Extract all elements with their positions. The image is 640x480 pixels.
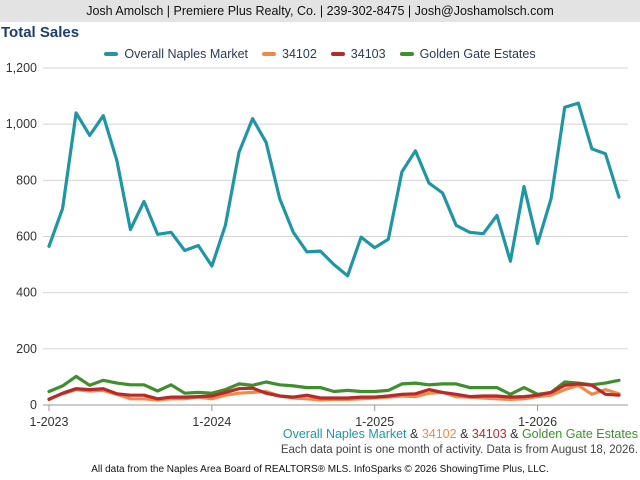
caption-34103: 34103 — [471, 427, 507, 441]
legend-label-34102: 34102 — [282, 47, 317, 61]
y-tick-label: 0 — [30, 398, 37, 412]
series-caption: Overall Naples Market & 34102 & 34103 & … — [283, 427, 638, 441]
x-tick-label: 1-2023 — [30, 415, 69, 429]
source-footer: All data from the Naples Area Board of R… — [91, 464, 549, 475]
legend-label-34103: 34103 — [350, 47, 386, 61]
legend-swatch-34102 — [262, 52, 277, 56]
x-tick-label: 1-2025 — [355, 415, 394, 429]
series-line-34103 — [47, 382, 621, 401]
legend-label-golden-gate: Golden Gate Estates — [419, 47, 536, 61]
caption-golden-gate: Golden Gate Estates — [521, 427, 638, 441]
caption-34102: 34102 — [421, 427, 457, 441]
legend-swatch-golden-gate — [399, 52, 414, 56]
legend-label-overall: Overall Naples Market — [124, 47, 249, 61]
y-tick-label: 400 — [16, 286, 37, 300]
y-tick-label: 600 — [16, 230, 37, 244]
contact-header: Josh Amolsch | Premiere Plus Realty, Co.… — [0, 0, 640, 22]
series-line-golden-gate-estates — [47, 374, 621, 396]
legend-item-34103[interactable]: 34103 — [330, 47, 386, 61]
caption-amp: & — [506, 427, 522, 441]
legend-swatch-34103 — [330, 52, 345, 56]
series-line-overall-naples-market — [47, 101, 621, 278]
caption-overall: Overall Naples Market — [282, 427, 407, 441]
x-tick-label: 1-2024 — [192, 415, 231, 429]
x-tick-label: 1-2026 — [518, 415, 557, 429]
chart-title: Total Sales — [1, 24, 80, 41]
legend-item-34102[interactable]: 34102 — [262, 47, 317, 61]
caption-amp: & — [456, 427, 472, 441]
y-tick-label: 200 — [16, 342, 37, 356]
y-tick-label: 1,200 — [6, 61, 37, 75]
chart-legend: Overall Naples Market 34102 34103 Golden… — [0, 45, 640, 63]
legend-swatch-overall — [104, 52, 119, 56]
y-tick-label: 800 — [16, 173, 37, 187]
legend-item-overall[interactable]: Overall Naples Market — [104, 47, 248, 61]
legend-item-golden-gate[interactable]: Golden Gate Estates — [399, 47, 536, 61]
y-tick-label: 1,000 — [6, 117, 37, 131]
data-note: Each data point is one month of activity… — [280, 444, 638, 456]
caption-amp: & — [406, 427, 422, 441]
